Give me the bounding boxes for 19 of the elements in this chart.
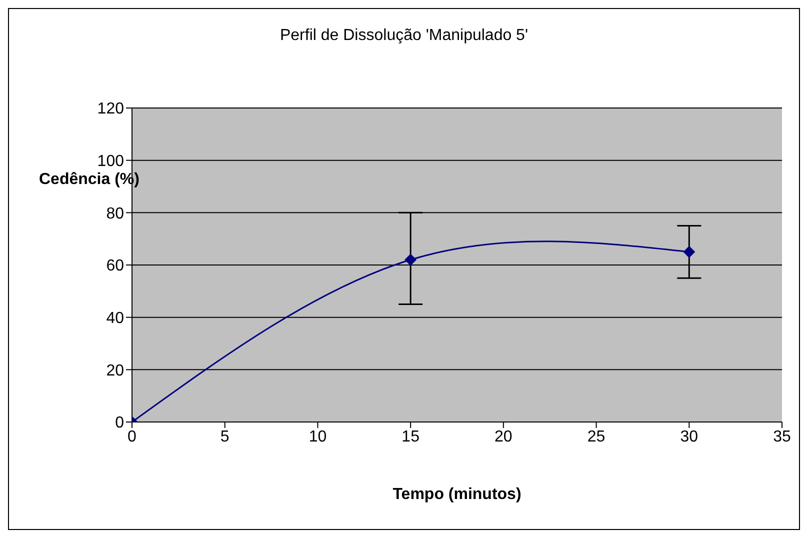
x-tick-label: 35 (773, 428, 791, 446)
y-tick-label: 100 (97, 153, 124, 170)
point (683, 246, 696, 258)
x-axis-title: Tempo (minutos) (392, 486, 522, 504)
x-tick-label: 15 (402, 428, 420, 446)
x-tick-label: 30 (680, 428, 698, 446)
x-tick-label: 5 (220, 428, 230, 446)
x-tick-label: 10 (308, 428, 327, 446)
y-tick-label: 40 (106, 310, 124, 328)
y-tick-label: 80 (106, 205, 124, 222)
y-tick-label: 60 (106, 258, 124, 275)
x-tick-label: 20 (494, 428, 512, 446)
x-tick-label: 0 (128, 428, 137, 446)
chart-title: Perfil de Dissolução 'Manipulado 5' (278, 27, 530, 45)
point (404, 254, 417, 266)
y-tick-label: 120 (97, 100, 124, 118)
x-tick-label: 25 (587, 428, 606, 446)
y-tick-label: 0 (115, 414, 124, 432)
y-tick-label: 20 (106, 362, 124, 380)
